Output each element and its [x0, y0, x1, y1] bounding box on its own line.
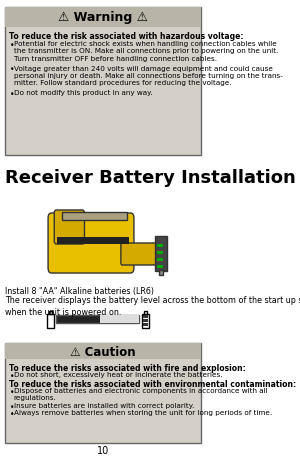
Text: Insure batteries are installed with correct polarity.: Insure batteries are installed with corr… — [14, 402, 194, 408]
Text: •: • — [10, 41, 15, 50]
Text: Do not short, excessively heat or incinerate the batteries.: Do not short, excessively heat or incine… — [14, 371, 222, 377]
Bar — [159, 270, 163, 275]
Text: •: • — [10, 410, 15, 419]
Text: •: • — [10, 402, 15, 411]
Text: To reduce the risks associated with fire and explosion:: To reduce the risks associated with fire… — [9, 363, 246, 372]
Bar — [142, 314, 149, 328]
Text: Potential for electric shock exists when handling connection cables while
the tr: Potential for electric shock exists when… — [14, 41, 278, 62]
Bar — [143, 315, 148, 319]
Text: To reduce the risks associated with environmental contamination:: To reduce the risks associated with envi… — [9, 379, 296, 388]
Text: Voltage greater than 240 volts will damage equipment and could cause
personal in: Voltage greater than 240 volts will dama… — [14, 65, 283, 86]
Bar — [144, 311, 147, 314]
Text: ⚠ Warning ⚠: ⚠ Warning ⚠ — [58, 12, 148, 25]
Bar — [56, 315, 139, 323]
Bar — [143, 323, 148, 326]
Bar — [100, 315, 139, 323]
Text: To reduce the risk associated with hazardous voltage:: To reduce the risk associated with hazar… — [9, 32, 243, 41]
Bar — [49, 311, 52, 314]
Text: •: • — [10, 371, 15, 380]
FancyBboxPatch shape — [121, 244, 161, 265]
Bar — [157, 258, 164, 262]
Text: Do not modify this product in any way.: Do not modify this product in any way. — [14, 90, 152, 96]
Text: The receiver displays the battery level across the bottom of the start up screen: The receiver displays the battery level … — [5, 295, 300, 316]
Text: Install 8 "AA" Alkaline batteries (LR6): Install 8 "AA" Alkaline batteries (LR6) — [5, 287, 154, 295]
Text: •: • — [10, 90, 15, 99]
Bar — [5, 8, 201, 28]
Text: Always remove batteries when storing the unit for long periods of time.: Always remove batteries when storing the… — [14, 410, 272, 416]
Bar — [5, 8, 201, 156]
Bar — [154, 237, 167, 271]
Bar — [47, 314, 54, 328]
FancyBboxPatch shape — [54, 211, 85, 244]
Text: 10: 10 — [97, 445, 109, 455]
Bar — [157, 265, 164, 269]
Bar — [5, 343, 201, 443]
Text: •: • — [10, 65, 15, 75]
Text: •: • — [10, 387, 15, 396]
Text: Receiver Battery Installation: Receiver Battery Installation — [5, 169, 296, 187]
Bar — [157, 251, 164, 255]
Bar — [5, 343, 201, 359]
Bar — [62, 213, 127, 220]
Bar — [57, 238, 129, 244]
Bar — [157, 244, 164, 247]
Bar — [143, 319, 148, 322]
Text: Dispose of batteries and electronic components in accordance with all
regulation: Dispose of batteries and electronic comp… — [14, 387, 267, 400]
Text: ⚠ Caution: ⚠ Caution — [70, 345, 136, 358]
FancyBboxPatch shape — [48, 213, 134, 274]
